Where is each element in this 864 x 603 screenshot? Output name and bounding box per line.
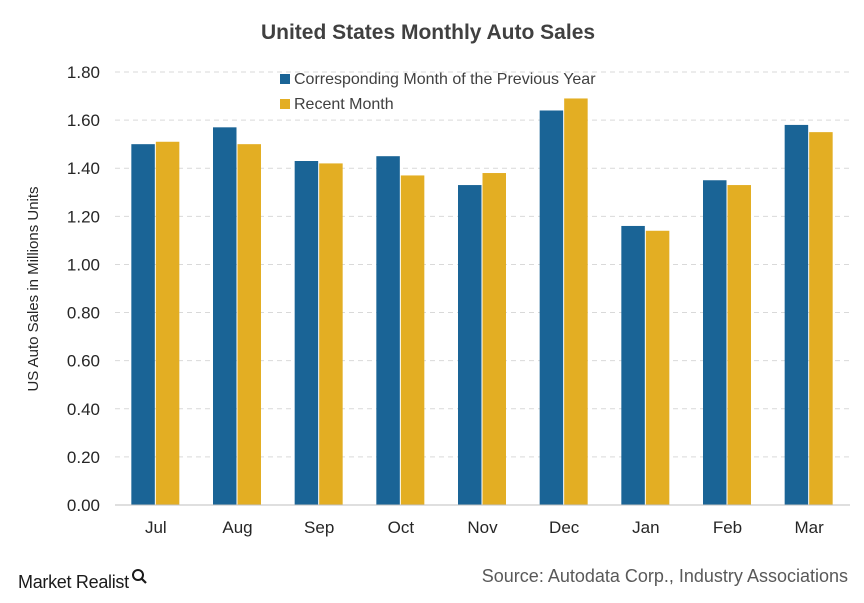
legend: Corresponding Month of the Previous Year… [280, 71, 596, 113]
y-tick-label: 0.00 [67, 496, 100, 515]
y-tick-label: 1.80 [67, 63, 100, 82]
bar-recent-month-dec [564, 98, 588, 505]
brand-logo: Market Realist [18, 569, 147, 592]
y-tick-label: 0.20 [67, 448, 100, 467]
legend-swatch [280, 74, 290, 84]
y-tick-label: 1.20 [67, 207, 100, 226]
y-tick-label: 1.00 [67, 255, 100, 274]
x-axis-ticks: Jul Aug Sep Oct Nov Dec Jan Feb Mar [145, 518, 824, 537]
bar-recent-month-sep [319, 163, 343, 505]
y-tick-label: 1.40 [67, 159, 100, 178]
chart-title: United States Monthly Auto Sales [261, 21, 595, 44]
y-axis-ticks: 0.00 0.20 0.40 0.60 0.80 1.00 1.20 1.40 1.60 1.80 [67, 63, 100, 515]
y-axis-title: US Auto Sales in Millions Units [25, 186, 42, 391]
bar-previous-year-dec [539, 110, 564, 505]
x-tick-label: Dec [549, 518, 580, 537]
bar-recent-month-jul [155, 141, 180, 505]
x-tick-label: Mar [795, 518, 825, 537]
bar-previous-year-feb [703, 180, 727, 505]
bar-previous-year-aug [213, 127, 237, 506]
y-tick-label: 0.60 [67, 352, 100, 371]
legend-swatch [280, 99, 290, 109]
bar-previous-year-sep [294, 161, 319, 505]
x-tick-label: Nov [467, 518, 498, 537]
bar-recent-month-mar [809, 132, 833, 505]
legend-label: Recent Month [294, 96, 394, 113]
source-note: Source: Autodata Corp., Industry Associa… [482, 566, 848, 586]
x-tick-label: Feb [713, 518, 742, 537]
bar-recent-month-aug [237, 144, 261, 505]
brand-name: Market Realist [18, 572, 129, 592]
bar-previous-year-nov [458, 185, 482, 506]
x-tick-label: Oct [388, 518, 415, 537]
x-tick-label: Jul [145, 518, 167, 537]
bar-previous-year-jan [621, 225, 645, 505]
bar-recent-month-oct [400, 175, 425, 505]
bar-recent-month-nov [482, 173, 506, 506]
magnifier-icon [132, 569, 147, 584]
legend-label: Corresponding Month of the Previous Year [294, 71, 596, 88]
x-tick-label: Jan [632, 518, 659, 537]
bar-previous-year-oct [376, 156, 400, 505]
bar-recent-month-feb [727, 185, 751, 506]
bars [131, 98, 833, 506]
bar-previous-year-mar [784, 124, 809, 505]
y-tick-label: 0.40 [67, 400, 100, 419]
bar-previous-year-jul [131, 144, 155, 505]
bar-recent-month-jan [645, 230, 670, 505]
x-tick-label: Sep [304, 518, 334, 537]
y-tick-label: 1.60 [67, 111, 100, 130]
y-tick-label: 0.80 [67, 304, 100, 323]
x-tick-label: Aug [222, 518, 252, 537]
